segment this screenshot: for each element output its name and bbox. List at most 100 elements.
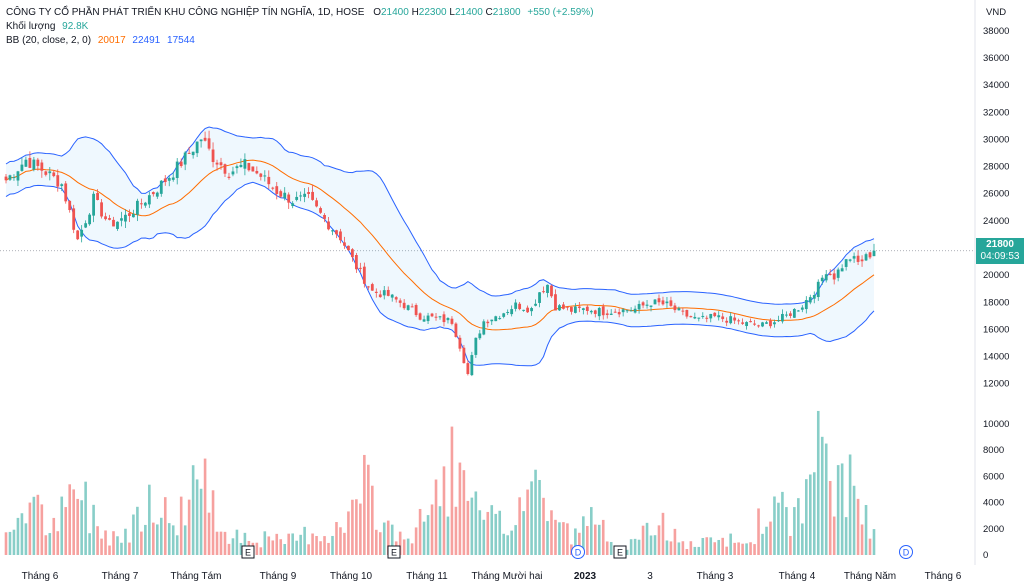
- volume-bar: [681, 541, 685, 555]
- candle-body: [860, 259, 864, 262]
- low-value: 21400: [454, 7, 483, 18]
- candle-body: [128, 213, 131, 216]
- volume-bar: [657, 525, 661, 555]
- volume-bars: [4, 410, 876, 555]
- volume-bar: [514, 525, 517, 555]
- volume-bar: [32, 496, 36, 555]
- volume-bar: [697, 546, 701, 555]
- candle-body: [374, 291, 378, 293]
- candle-body: [550, 285, 553, 297]
- candle-body: [753, 323, 756, 325]
- time-tick-label: 3: [647, 571, 653, 582]
- bb-legend[interactable]: BB (20, close, 2, 0) 20017 22491 17544: [6, 34, 195, 47]
- volume-bar: [721, 537, 724, 555]
- time-tick-label: Tháng 11: [406, 571, 448, 582]
- volume-bar: [335, 522, 338, 555]
- volume-bar: [629, 539, 633, 555]
- candle-body: [677, 308, 681, 311]
- volume-bar: [605, 541, 609, 555]
- candle-body: [299, 195, 303, 197]
- candle-body: [514, 302, 518, 309]
- candle-body: [271, 187, 275, 189]
- symbol-title[interactable]: CÔNG TY CỔ PHẦN PHÁT TRIỂN KHU CÔNG NGHI…: [6, 7, 365, 18]
- volume-bar: [454, 506, 458, 555]
- volume-bar: [641, 525, 645, 555]
- volume-bar: [550, 510, 553, 555]
- volume-bar: [319, 541, 322, 555]
- candle-body: [358, 267, 362, 269]
- volume-bar: [140, 531, 143, 555]
- candle-body: [872, 250, 876, 257]
- volume-bar: [725, 546, 728, 555]
- candle-body: [422, 319, 426, 322]
- volume-bar: [761, 533, 764, 555]
- candle-body: [848, 259, 852, 261]
- volume-bar: [355, 499, 358, 555]
- candle-body: [542, 291, 545, 293]
- volume-bar: [773, 496, 776, 555]
- candle-body: [44, 171, 48, 175]
- candle-body: [203, 137, 207, 141]
- volume-bar: [685, 549, 689, 555]
- bollinger-bands: [5, 126, 875, 367]
- candle-body: [697, 317, 701, 319]
- volume-bar: [4, 532, 8, 555]
- price-tick-label: 18000: [983, 297, 1009, 308]
- volume-bar: [836, 465, 840, 555]
- candle-body: [319, 208, 322, 213]
- volume-bar: [816, 410, 820, 555]
- volume-bar: [840, 463, 844, 555]
- candle-body: [502, 313, 506, 317]
- volume-bar: [820, 436, 824, 555]
- volume-tick-label: 4000: [983, 498, 1004, 509]
- volume-bar: [518, 497, 521, 555]
- candle-body: [287, 194, 291, 203]
- volume-bar: [363, 454, 366, 555]
- candle-body: [458, 337, 462, 349]
- volume-bar: [191, 465, 195, 555]
- volume-bar: [179, 496, 183, 555]
- volume-bar: [12, 529, 16, 555]
- volume-bar: [534, 469, 537, 555]
- volume-bar: [832, 516, 836, 555]
- volume-bar: [498, 510, 502, 555]
- candle-body: [534, 303, 537, 306]
- candle-body: [454, 323, 458, 337]
- candle-body: [207, 138, 211, 149]
- candle-body: [637, 303, 641, 310]
- volume-legend[interactable]: Khối lượng 92.8K: [6, 20, 88, 33]
- candle-body: [370, 284, 374, 291]
- volume-bar: [506, 535, 509, 555]
- candle-body: [506, 311, 510, 313]
- price-tick-label: 34000: [983, 80, 1009, 91]
- volume-bar: [777, 502, 780, 555]
- volume-bar: [757, 508, 760, 555]
- volume-bar: [418, 508, 422, 555]
- volume-bar: [450, 426, 454, 555]
- volume-bar: [410, 543, 414, 555]
- volume-bar: [438, 506, 442, 555]
- candle-body: [546, 284, 549, 293]
- time-axis[interactable]: Tháng 6 Tháng 7 Tháng Tám Tháng 9 Tháng 10 Th…: [22, 571, 962, 582]
- candle-body: [466, 363, 470, 374]
- time-tick-label: Tháng Mười hai: [471, 571, 542, 582]
- candle-body: [147, 195, 151, 205]
- candle-body: [430, 313, 434, 317]
- price-axis[interactable]: 1200014000160001800020000220002400026000…: [983, 26, 1009, 561]
- volume-bar: [705, 537, 709, 555]
- candle-body: [390, 294, 394, 298]
- candle-body: [613, 311, 617, 313]
- candle-body: [339, 231, 342, 241]
- candle-body: [562, 304, 565, 309]
- candle-body: [32, 159, 36, 170]
- volume-bar: [844, 517, 848, 555]
- candle-body: [36, 159, 40, 166]
- candle-body: [820, 277, 824, 282]
- candle-body: [279, 191, 283, 197]
- time-tick-label: Tháng 6: [925, 571, 962, 582]
- volume-bar: [478, 510, 482, 555]
- candle-body: [605, 313, 609, 315]
- volume-bar: [271, 540, 275, 555]
- volume-bar: [765, 526, 768, 555]
